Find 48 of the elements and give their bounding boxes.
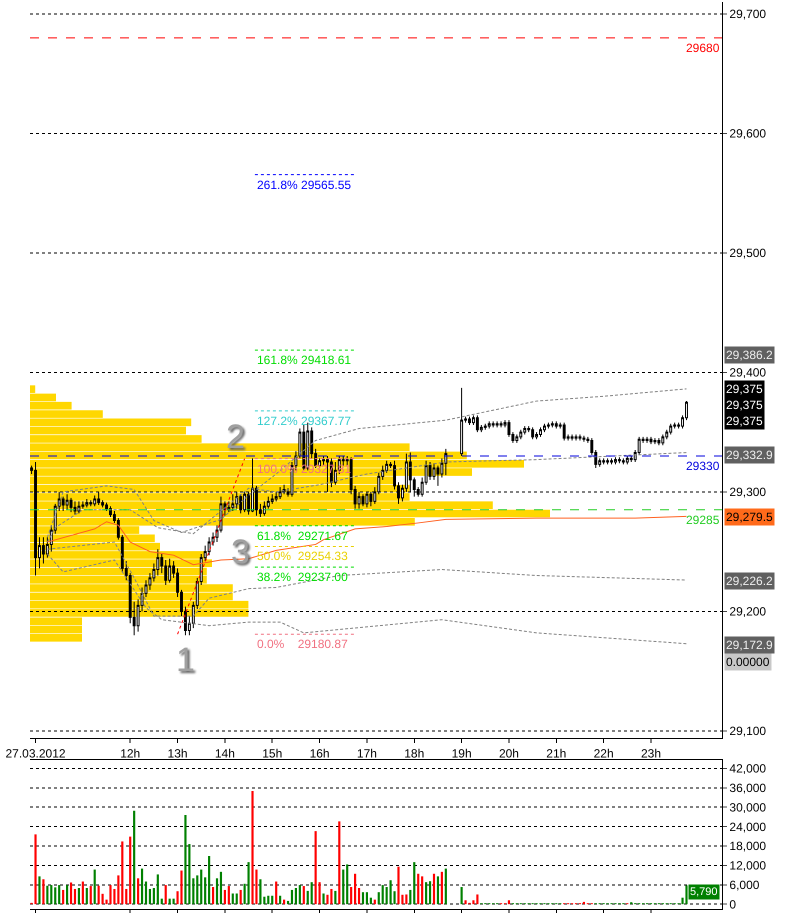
- text: 29,386.2: [726, 348, 774, 362]
- text: 29,279.5: [726, 510, 774, 524]
- x-tick-label: 12h: [120, 746, 140, 760]
- ref-line-label: 161.8% 29418.61: [257, 353, 352, 367]
- y-tick-label: 29,300: [729, 485, 766, 500]
- ref-line-label: 38.2% 29237.00: [257, 570, 348, 584]
- x-tick-label: 27.03.2012: [5, 746, 66, 760]
- x-tick-label: 19h: [452, 746, 472, 760]
- annotation: 5,790: [690, 886, 718, 898]
- y-tick-label: 0: [729, 897, 736, 912]
- x-tick-label: 18h: [404, 746, 424, 760]
- ref-line-label: 29285: [686, 513, 720, 527]
- text: 29,375: [726, 414, 764, 428]
- y-tick-label: 29,200: [729, 604, 766, 619]
- x-tick-label: 16h: [310, 746, 330, 760]
- x-tick-label: 13h: [168, 746, 188, 760]
- ref-line-label: 127.2% 29367.77: [257, 414, 352, 428]
- ref-line-label: 0.0% 29180.87: [257, 637, 348, 651]
- y-tick-label: 36,000: [729, 781, 766, 795]
- y-tick-label: 29,700: [729, 7, 766, 22]
- text: 29,375: [726, 398, 764, 412]
- x-tick-label: 17h: [356, 746, 377, 760]
- y-tick-label: 42,000: [729, 762, 766, 776]
- annotation: 1: [176, 641, 195, 679]
- y-tick-label: 30,000: [729, 800, 766, 814]
- x-tick-label: 20h: [498, 746, 519, 760]
- y-tick-label: 6,000: [729, 878, 760, 892]
- y-tick-label: 12,000: [729, 858, 766, 873]
- y-tick-label: 29,100: [729, 724, 766, 738]
- x-tick-label: 22h: [594, 746, 614, 760]
- x-tick-label: 14h: [214, 746, 235, 760]
- y-tick-label: 18,000: [729, 839, 766, 854]
- y-tick-label: 29,600: [729, 126, 766, 141]
- ref-line-label: 50.0% 29254.33: [257, 549, 348, 563]
- ref-line-label: 29330: [686, 459, 720, 473]
- y-tick-label: 24,000: [729, 820, 766, 834]
- ref-line-label: 29680: [686, 41, 720, 55]
- text: 29,375: [726, 382, 764, 396]
- text: 29,332.9: [726, 448, 774, 462]
- text: 29,172.9: [726, 638, 774, 652]
- ref-line-label: 261.8% 29565.55: [257, 178, 352, 192]
- x-tick-label: 21h: [546, 746, 566, 760]
- text: 0.00000: [726, 655, 770, 669]
- y-tick-label: 29,400: [729, 366, 766, 380]
- x-tick-label: 15h: [262, 746, 282, 760]
- y-tick-label: 29,500: [729, 246, 766, 260]
- text: 29,226.2: [726, 574, 774, 588]
- x-tick-label: 23h: [640, 746, 662, 760]
